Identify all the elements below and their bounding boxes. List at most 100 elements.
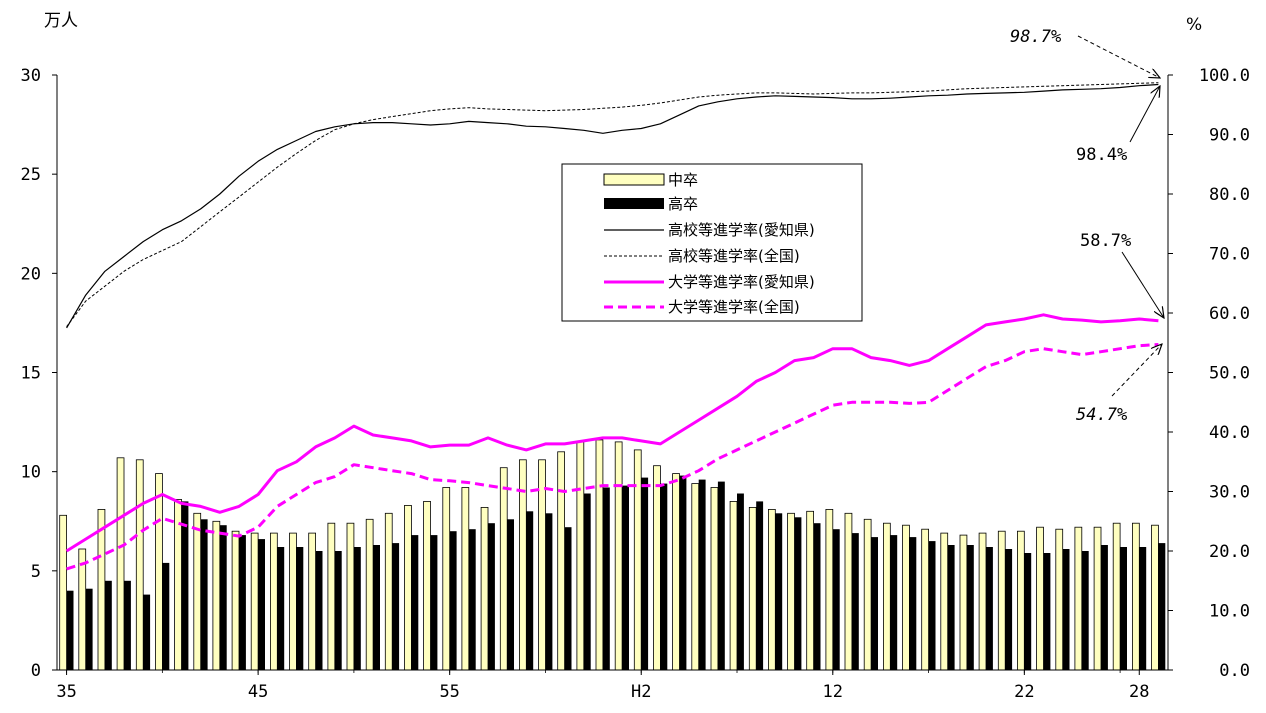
legend-label-chusotsu: 中卒: [668, 171, 698, 189]
bar-chusotsu: [384, 512, 393, 671]
left-tick-label: 10: [21, 463, 41, 483]
bar-kousotsu: [1005, 549, 1013, 670]
x-tick-label: H2: [631, 682, 651, 702]
annotation-arrow-univ-national: [1111, 344, 1162, 397]
right-tick-label: 20.0: [1209, 542, 1250, 562]
bar-kousotsu: [104, 580, 112, 671]
bar-chusotsu: [787, 512, 795, 671]
bar-chusotsu: [1055, 528, 1064, 671]
x-tick-label: 55: [439, 682, 459, 702]
bar-chusotsu: [959, 534, 968, 671]
bar-kousotsu: [373, 545, 380, 670]
bar-kousotsu: [353, 547, 361, 670]
ticks-layer: 0 5 10 15 20 25 30 0.0 10.0 20.0 30.0 40.0 50.0 60.0 7…: [21, 66, 1250, 702]
bar-chusotsu: [883, 522, 891, 671]
bar-chusotsu: [902, 524, 910, 671]
bar-kousotsu: [698, 479, 706, 670]
bar-chusotsu: [729, 500, 738, 671]
bar-chusotsu: [633, 449, 642, 671]
bar-chusotsu: [614, 441, 623, 671]
bar-kousotsu: [832, 529, 840, 670]
bar-chusotsu: [193, 512, 202, 671]
bar-chusotsu: [595, 439, 604, 671]
legend: 中卒 高卒 高校等進学率(愛知県) 高校等進学率(全国) 大学等進学率(愛知県)…: [561, 163, 863, 322]
bar-kousotsu: [602, 487, 610, 670]
bar-kousotsu: [277, 547, 285, 670]
bar-chusotsu: [97, 508, 106, 671]
bar-chusotsu: [346, 522, 355, 671]
right-tick-label: 90.0: [1209, 126, 1250, 146]
bar-chusotsu: [576, 441, 585, 671]
bar-kousotsu: [411, 535, 419, 670]
bar-kousotsu: [1043, 553, 1051, 670]
left-tick-label: 25: [21, 165, 41, 185]
bar-kousotsu: [583, 493, 591, 670]
legend-label-univ-aichi: 大学等進学率(愛知県): [668, 273, 815, 291]
right-tick-label: 40.0: [1209, 423, 1250, 443]
bar-chusotsu: [231, 530, 240, 671]
bar-kousotsu: [564, 527, 572, 670]
bar-kousotsu: [756, 501, 764, 670]
right-tick-label: 100.0: [1199, 66, 1250, 86]
bar-kousotsu: [430, 535, 438, 670]
bar-chusotsu: [1036, 526, 1044, 671]
left-unit-label: 万人: [44, 11, 78, 31]
bar-chusotsu: [768, 508, 776, 671]
bar-kousotsu: [143, 594, 151, 670]
bar-kousotsu: [239, 535, 246, 670]
bar-kousotsu: [219, 525, 227, 670]
bar-chusotsu: [442, 487, 451, 671]
x-tick-label: 22: [1014, 682, 1034, 702]
bar-kousotsu: [258, 539, 265, 670]
bar-kousotsu: [660, 483, 668, 670]
line-hs-national: [66, 82, 1159, 327]
left-tick-label: 20: [21, 264, 41, 284]
bar-kousotsu: [1139, 547, 1147, 670]
bars-layer: [59, 439, 1166, 671]
bar-chusotsu: [672, 473, 680, 671]
bar-kousotsu: [85, 588, 93, 670]
bar-chusotsu: [289, 532, 297, 671]
bar-chusotsu: [1074, 526, 1083, 671]
bar-kousotsu: [909, 537, 917, 670]
right-tick-label: 70.0: [1209, 245, 1250, 265]
bar-kousotsu: [124, 580, 131, 671]
legend-swatch-kousotsu: [604, 198, 664, 209]
bar-kousotsu: [488, 523, 495, 670]
annotation-arrow-hs-aichi: [1129, 86, 1160, 143]
right-tick-label: 60.0: [1209, 304, 1250, 324]
right-unit-label: %: [1186, 15, 1202, 35]
bar-chusotsu: [59, 514, 68, 671]
right-tick-label: 80.0: [1209, 185, 1250, 205]
bar-chusotsu: [997, 530, 1006, 671]
annotations-layer: 98.7% 98.4% 58.7% 54.7%: [1010, 27, 1164, 425]
legend-swatch-chusotsu: [603, 173, 665, 186]
bar-kousotsu: [392, 543, 400, 670]
bar-chusotsu: [250, 532, 259, 671]
line-hs-aichi: [66, 83, 1159, 329]
bar-chusotsu: [978, 532, 987, 671]
lines-layer: [65, 82, 1159, 571]
bar-kousotsu: [947, 545, 955, 670]
legend-label-kousotsu: 高卒: [668, 195, 698, 213]
bar-chusotsu: [461, 487, 470, 671]
bar-kousotsu: [813, 523, 821, 670]
line-univ-aichi: [65, 313, 1159, 553]
bar-chusotsu: [691, 483, 700, 671]
legend-frame: [561, 163, 863, 322]
bar-kousotsu: [468, 529, 476, 670]
bar-chusotsu: [135, 459, 144, 671]
bar-kousotsu: [296, 547, 304, 670]
bar-chusotsu: [557, 451, 566, 671]
bar-kousotsu: [1101, 545, 1108, 670]
line-univ-national: [66, 343, 1159, 571]
annotation-univ-aichi-final: 58.7%: [1080, 231, 1131, 251]
bar-kousotsu: [966, 545, 974, 670]
bar-kousotsu: [162, 562, 170, 670]
bar-kousotsu: [717, 481, 725, 670]
bar-chusotsu: [155, 473, 163, 671]
bar-kousotsu: [737, 493, 744, 670]
annotation-arrow-univ-aichi: [1121, 251, 1164, 318]
